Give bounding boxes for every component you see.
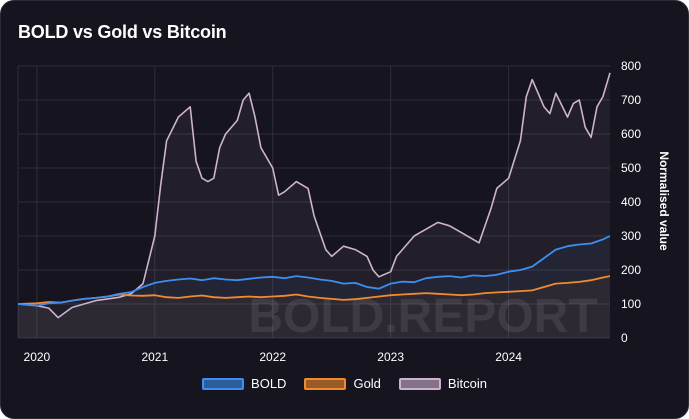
y-axis-tick-labels: 0 100 200 300 400 500 600 700 800: [621, 59, 641, 345]
legend-label: Bitcoin: [447, 376, 487, 391]
y-tick-label: 700: [621, 93, 641, 107]
series-area-bold: [18, 236, 610, 338]
y-tick-label: 300: [621, 229, 641, 243]
series-line-bitcoin: [17, 72, 611, 319]
y-tick-label: 600: [621, 127, 641, 141]
y-axis-label: Normalised value: [657, 151, 671, 251]
x-axis-tick-labels: 2020 2021 2022 2023 2024: [24, 350, 523, 364]
legend-swatch: [398, 377, 441, 390]
series-area-gold: [18, 276, 610, 338]
x-tick-label: 2024: [495, 350, 522, 364]
y-tick-label: 400: [621, 195, 641, 209]
legend-swatch: [202, 377, 245, 390]
watermark: BOLD.REPORT: [248, 290, 597, 343]
series-line-gold: [17, 275, 611, 305]
series-line-bold: [17, 235, 611, 307]
series-area-bitcoin: [18, 72, 610, 339]
x-tick-label: 2023: [377, 350, 404, 364]
series-lines: [17, 72, 611, 319]
y-tick-label: 500: [621, 161, 641, 175]
legend-item-bold[interactable]: BOLD: [202, 376, 286, 391]
line-chart: BOLD.REPORT 2020 2021 2022 2023 2024 0 100 200…: [17, 59, 671, 364]
gridlines: [17, 65, 610, 339]
y-tick-label: 0: [621, 331, 628, 345]
y-tick-label: 800: [621, 59, 641, 73]
legend-label: Gold: [353, 376, 381, 391]
watermark-logo-text: BOLD.REPORT: [248, 290, 597, 343]
legend: BOLD Gold Bitcoin: [1, 376, 688, 391]
y-tick-label: 100: [621, 297, 641, 311]
x-tick-label: 2021: [141, 350, 168, 364]
chart-title: BOLD vs Gold vs Bitcoin: [18, 22, 227, 42]
x-tick-label: 2020: [24, 350, 51, 364]
series-areas: [18, 72, 610, 339]
legend-item-bitcoin[interactable]: Bitcoin: [398, 376, 487, 391]
legend-swatch: [304, 377, 347, 390]
x-tick-label: 2022: [259, 350, 286, 364]
y-tick-label: 200: [621, 263, 641, 277]
legend-label: BOLD: [251, 376, 287, 391]
legend-item-gold[interactable]: Gold: [304, 376, 381, 391]
